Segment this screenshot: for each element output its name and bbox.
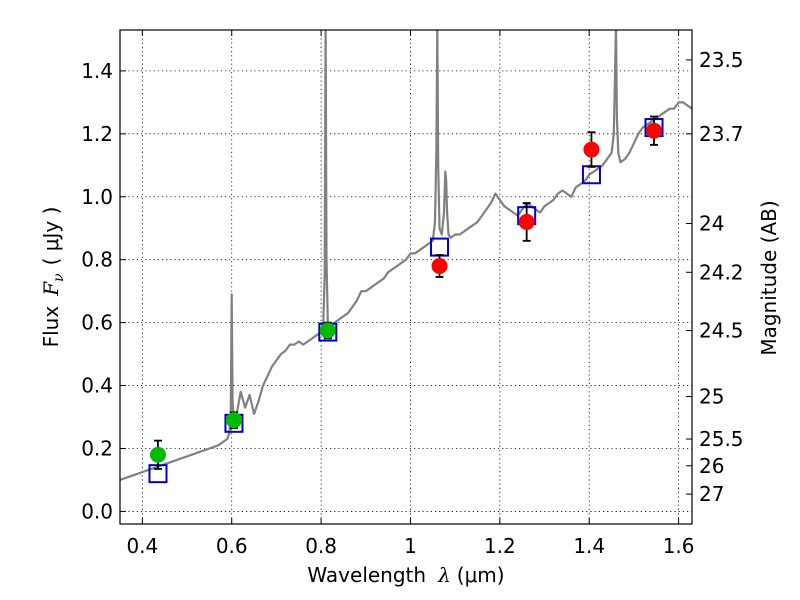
x-tick-label: 1.6 — [663, 534, 695, 558]
y2-tick-label: 23.5 — [699, 48, 744, 72]
observed-point — [583, 131, 600, 168]
observed-marker — [319, 322, 336, 339]
observed-points — [149, 115, 663, 470]
observed-point — [518, 202, 535, 242]
y2-tick-label: 23.7 — [699, 122, 744, 146]
y-tick-label: 0.2 — [81, 436, 113, 460]
observed-marker — [583, 141, 600, 158]
y-tick-label: 0.8 — [81, 248, 113, 272]
y-tick-label: 0.0 — [81, 499, 113, 523]
observed-point — [149, 439, 166, 470]
y-tick-label: 1.0 — [81, 185, 113, 209]
y-tick-label: 1.2 — [81, 122, 113, 146]
y-tick-label: 1.4 — [81, 59, 113, 83]
plot-area — [120, 30, 692, 484]
observed-marker — [431, 257, 448, 274]
y2-tick-label: 24 — [699, 212, 724, 236]
x-tick-labels: 0.4 0.6 0.8 1 1.2 1.4 1.6 — [126, 534, 694, 558]
plot-frame — [119, 29, 693, 525]
x-axis-label: Wavelength λ (μm) — [307, 563, 504, 587]
y2-tick-label: 27 — [699, 482, 724, 506]
observed-marker — [149, 446, 166, 463]
y2-tick-label: 25.5 — [699, 427, 744, 451]
x-tick-label: 0.4 — [126, 534, 158, 558]
observed-marker — [646, 122, 663, 139]
y-tick-label: 0.4 — [81, 374, 113, 398]
x-tick-label: 0.6 — [216, 534, 248, 558]
x-tick-label: 0.8 — [305, 534, 337, 558]
y2-axis-label: Magnitude (AB) — [757, 200, 781, 355]
y-tick-label: 0.6 — [81, 311, 113, 335]
y2-tick-label: 25 — [699, 385, 724, 409]
observed-point — [431, 254, 448, 278]
y-axis-label: FluxFν( μJy ) — [39, 207, 67, 348]
x-tick-label: 1.4 — [573, 534, 605, 558]
grid-lines — [120, 30, 692, 524]
y2-tick-label: 26 — [699, 454, 724, 478]
observed-point — [319, 321, 336, 340]
observed-point — [225, 411, 242, 429]
observed-point — [646, 115, 663, 146]
observed-marker — [518, 213, 535, 230]
spectrum-line — [120, 30, 692, 481]
y2-tick-labels: 23.5 23.7 24 24.2 24.5 25 25.5 26 27 — [699, 48, 744, 506]
y-tick-labels: 0.0 0.2 0.4 0.6 0.8 1.0 1.2 1.4 — [81, 59, 113, 524]
observed-marker — [225, 412, 242, 429]
axis-ticks — [120, 30, 692, 524]
x-tick-label: 1.2 — [484, 534, 516, 558]
y2-tick-label: 24.5 — [699, 318, 744, 342]
y2-tick-label: 24.2 — [699, 260, 744, 284]
x-tick-label: 1 — [404, 534, 417, 558]
